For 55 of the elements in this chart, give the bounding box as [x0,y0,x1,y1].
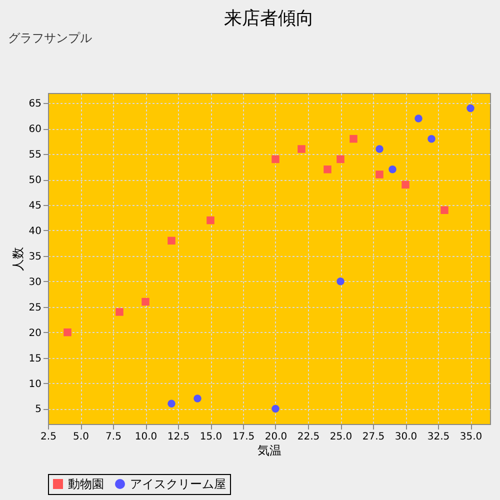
y-tick-label: 25 [28,302,42,314]
y-tick-label: 65 [28,98,42,110]
point [466,104,474,112]
y-tick-label: 45 [28,200,42,212]
x-tick-label: 22.5 [297,432,320,442]
y-tick-label: 5 [35,404,42,416]
point [402,180,410,189]
y-tick-label: 40 [28,226,42,237]
x-tick-label: 30.0 [394,432,418,442]
point [376,170,384,178]
point [440,206,448,214]
point [428,134,436,143]
x-tick-label: 27.5 [362,432,385,442]
point [324,166,332,174]
y-tick-label: 55 [28,150,42,161]
text: グラフサンプル [8,31,92,45]
y-tick-label: 35 [28,251,42,262]
point [142,298,150,306]
point [168,236,176,245]
point [350,134,358,143]
chart-title: 来店者傾向 [224,8,314,29]
x-tick-label: 17.5 [232,432,255,442]
point [414,114,422,122]
x-tick-label: 5.0 [73,432,89,442]
x-axis-title: 気温 [258,444,282,458]
point [336,278,344,286]
x-tick-label: 15.0 [200,432,222,442]
x-tick-label: 25.0 [330,432,352,442]
x-tick-label: 7.5 [106,432,122,442]
point [272,155,280,164]
x-tick-label: 2.5 [40,432,56,442]
y-tick-label: 50 [28,175,42,186]
y-axis-title: 人数 [10,247,25,271]
point [64,328,72,336]
x-tick-label: 32.5 [427,432,450,442]
legend-label: アイスクリーム屋 [130,477,226,491]
x-tick-label: 12.5 [167,432,190,442]
x-tick-label: 20.0 [264,432,288,442]
point [272,404,280,413]
point [298,145,306,153]
point [376,145,384,153]
y-tick-label: 10 [28,378,42,390]
x-tick-label: 35.0 [460,432,482,442]
point [336,155,344,164]
y-tick-label: 30 [28,276,42,288]
x-tick-label: 10.0 [134,432,158,442]
legend-label: 動物園 [68,477,104,491]
point [116,308,124,316]
point [168,400,176,408]
point [388,166,396,174]
point [206,216,214,224]
y-tick-label: 60 [28,124,42,136]
point [194,394,202,402]
y-tick-label: 15 [28,353,42,364]
y-tick-label: 20 [28,328,42,339]
